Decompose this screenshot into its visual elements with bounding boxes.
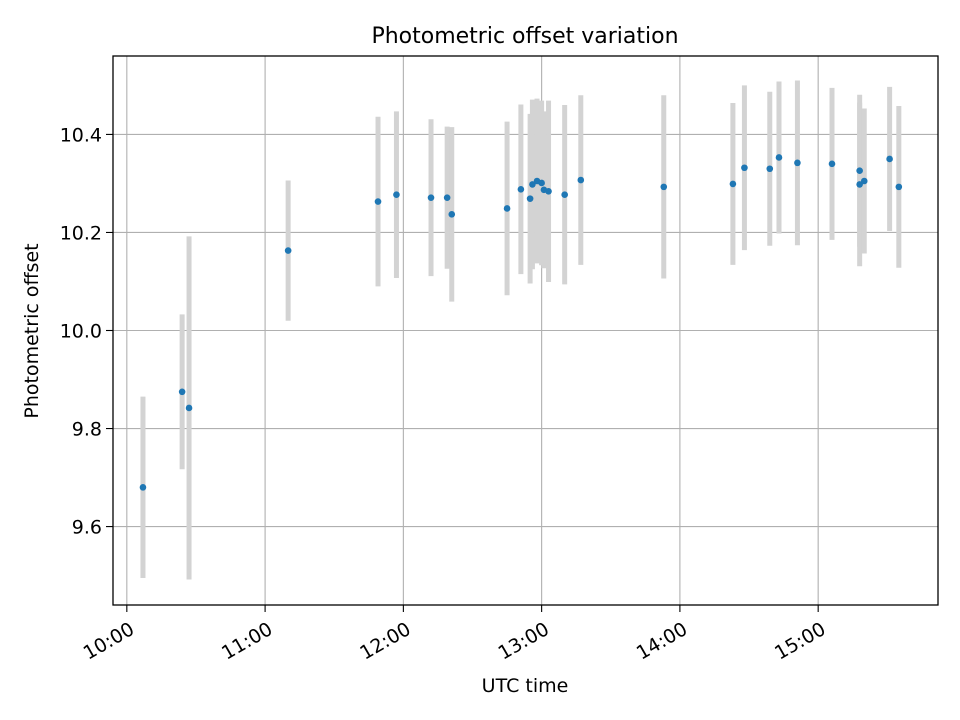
x-axis-label: UTC time — [482, 675, 569, 697]
data-point — [443, 194, 451, 201]
data-point — [393, 191, 400, 199]
data-point — [856, 181, 863, 188]
data-point — [856, 167, 863, 175]
data-point — [828, 160, 836, 168]
y-tick-label: 10.4 — [60, 124, 102, 146]
data-point — [860, 177, 868, 185]
data-point — [517, 186, 525, 193]
data-point — [775, 154, 783, 161]
y-tick-label: 9.6 — [72, 517, 102, 539]
data-point — [895, 183, 903, 191]
data-point — [660, 183, 668, 191]
y-tick-label: 10.2 — [60, 222, 102, 244]
data-point — [284, 247, 292, 254]
data-point — [374, 198, 382, 205]
y-tick-label: 9.8 — [72, 419, 102, 441]
point-layer — [139, 154, 903, 491]
chart-title: Photometric offset variation — [371, 24, 678, 49]
data-point — [729, 180, 737, 188]
data-point — [139, 484, 147, 491]
data-point — [545, 187, 552, 195]
data-point — [178, 388, 186, 396]
data-point — [503, 205, 511, 212]
data-point — [538, 179, 545, 187]
data-point — [561, 191, 568, 199]
data-point — [766, 165, 774, 173]
data-point — [427, 194, 435, 201]
data-point — [741, 164, 748, 172]
grid-layer — [113, 56, 938, 605]
data-point — [526, 195, 534, 202]
y-tick-label: 10.0 — [60, 321, 102, 343]
y-axis-label: Photometric offset — [21, 243, 43, 418]
data-point — [529, 181, 536, 188]
data-point — [577, 176, 585, 184]
data-point — [185, 404, 193, 412]
data-point — [794, 159, 801, 167]
data-point — [448, 211, 456, 218]
data-point — [886, 155, 893, 163]
